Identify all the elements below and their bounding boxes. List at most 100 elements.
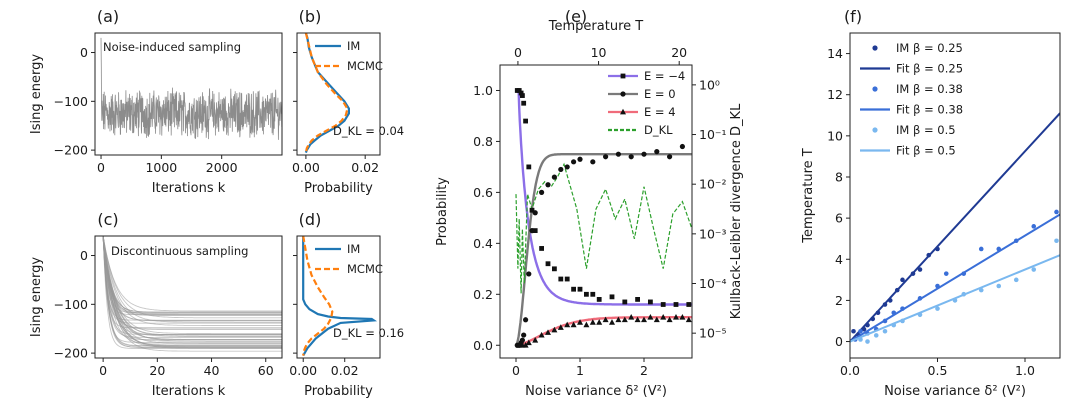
axes-frame [296, 235, 381, 359]
series-trace [102, 236, 282, 319]
y-tick-label: 0 [80, 45, 88, 60]
legend-marker [620, 91, 626, 97]
top-x-axis-label: Temperature T [548, 19, 643, 34]
y-axis-label: Probability [435, 177, 450, 246]
y-tick-label: −100 [54, 297, 88, 312]
data-point [532, 210, 538, 216]
right-y-tick-label: 10⁻² [699, 177, 727, 192]
x-tick-label: 2000 [206, 160, 238, 175]
data-point [1031, 224, 1037, 229]
data-point [518, 90, 524, 96]
data-point [516, 88, 522, 93]
data-point [557, 324, 564, 330]
legend-label: E = −4 [644, 69, 685, 83]
data-point [667, 154, 673, 160]
y-tick-label: 1.0 [473, 83, 493, 98]
data-point [571, 286, 576, 292]
data-point [648, 299, 653, 305]
axes-frame [94, 32, 283, 156]
legend-label: IM β = 0.25 [896, 41, 963, 55]
legend-label: MCMC [347, 262, 383, 276]
data-point [1013, 277, 1019, 283]
legend-marker [620, 108, 626, 115]
data-point [917, 267, 923, 272]
y-tick-label: −200 [54, 143, 88, 158]
series-trace [102, 236, 282, 352]
data-point [519, 337, 526, 343]
panel-c: 0 20 40 60 0 −100 −200 Ising energy Iterations k… [29, 210, 283, 399]
plot-area [850, 112, 1060, 344]
panel-label: (b) [299, 7, 322, 26]
x-tick-label: 20 [149, 363, 165, 378]
legend-label: IM β = 0.38 [896, 82, 963, 96]
series-trace [102, 236, 282, 343]
series-trace [102, 236, 282, 323]
data-point [539, 246, 544, 251]
x-axis-label: Probability [304, 384, 373, 399]
data-point [865, 339, 870, 344]
right-y-tick-label: 10⁰ [699, 77, 720, 92]
data-point [522, 342, 529, 348]
trace-group [102, 236, 282, 352]
y-tick-label: 2 [835, 293, 843, 308]
y-tick-label: 0.8 [473, 134, 493, 149]
data-point [590, 159, 596, 165]
data-point [666, 316, 673, 323]
x-tick-label: 0 [99, 363, 107, 378]
data-point [653, 316, 660, 323]
data-point [584, 291, 589, 297]
data-point [596, 319, 603, 325]
fit-curve [515, 152, 692, 347]
y-tick-label: 10 [827, 128, 843, 143]
panel-label: (c) [97, 210, 118, 229]
data-point [641, 316, 647, 323]
x-axis-label: Iterations k [152, 181, 226, 196]
legend-marker [620, 73, 626, 79]
data-point [609, 294, 615, 300]
panel-annotation: Discontinuous sampling [111, 244, 248, 258]
legend-label: IM β = 0.5 [896, 123, 956, 137]
legend-marker [872, 86, 878, 92]
y-tick-label: 0 [80, 248, 88, 263]
y-tick-label: −100 [54, 94, 88, 109]
data-point [660, 302, 666, 307]
data-point [596, 297, 602, 302]
data-point [538, 331, 545, 338]
x-tick-label: 0.00 [289, 363, 317, 378]
data-point [851, 328, 856, 334]
data-point [571, 159, 577, 165]
data-point [679, 143, 686, 150]
plot-area [514, 88, 692, 348]
y-axis-label: Ising energy [29, 54, 44, 134]
x-tick-label: 1 [576, 363, 584, 378]
series-trace [102, 236, 282, 344]
y-tick-label: 0 [835, 334, 843, 349]
x-tick-label: 0.02 [351, 160, 379, 175]
series-trace [102, 236, 282, 338]
panel-e: 0 1 2 0.0 0.2 0.4 0.6 0.8 1.0 0 10 20 10⁰ 10⁻¹ 10⁻² 10⁻… [435, 7, 744, 399]
data-point [1031, 267, 1037, 272]
legend-marker [872, 45, 878, 51]
y-tick-label: 0.4 [473, 236, 493, 251]
data-point [523, 317, 529, 323]
x-tick-label: 0.5 [928, 363, 948, 378]
data-point [621, 316, 628, 323]
data-point [532, 228, 538, 234]
panel-annotation: Noise-induced sampling [103, 40, 241, 54]
data-point [589, 319, 596, 325]
data-point [545, 329, 551, 335]
x-tick-label: 60 [258, 363, 274, 378]
data-point [622, 299, 628, 305]
data-point [526, 164, 532, 170]
panel-label: (f) [844, 7, 862, 26]
x-tick-label: 1.0 [1015, 363, 1035, 378]
data-point [1054, 209, 1059, 215]
data-point [545, 261, 551, 267]
data-point [539, 189, 545, 195]
y-axis-label: Ising energy [29, 257, 44, 337]
top-x-tick-label: 0 [514, 45, 522, 60]
series-trace [102, 236, 282, 347]
top-x-tick-label: 20 [671, 45, 687, 60]
data-point [647, 314, 654, 320]
y-tick-label: 0.2 [473, 287, 493, 302]
